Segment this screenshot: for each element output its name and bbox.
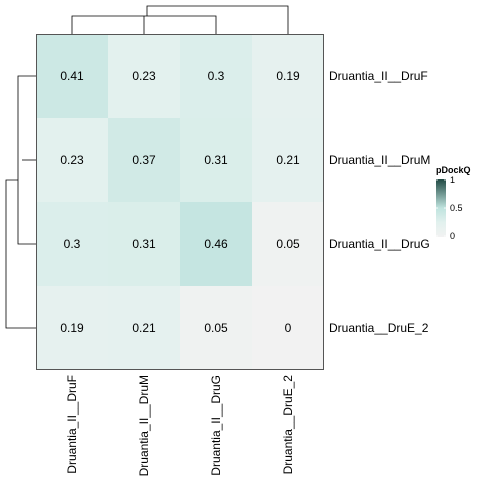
row-dendrogram bbox=[5, 75, 36, 329]
cell-value-label: 0.41 bbox=[60, 69, 84, 83]
cell-value-label: 0.05 bbox=[204, 321, 228, 335]
cell-value-label: 0.23 bbox=[60, 153, 84, 167]
legend-tick-label: 1 bbox=[450, 175, 455, 185]
column-label: Druantia_II__DruF bbox=[65, 375, 79, 474]
heatmap-cell bbox=[252, 286, 324, 370]
heatmap-cell bbox=[180, 118, 252, 202]
column-labels: Druantia_II__DruF Druantia_II__DruM Druant… bbox=[65, 375, 295, 477]
cell-value-label: 0.31 bbox=[204, 153, 228, 167]
row-dendrogram-branch bbox=[5, 179, 36, 329]
heatmap-border bbox=[36, 34, 324, 370]
color-legend: pDockQ 10.50 bbox=[436, 165, 471, 241]
cell-value-label: 0.19 bbox=[60, 321, 84, 335]
heatmap-cell bbox=[180, 34, 252, 118]
heatmap-cell bbox=[108, 34, 180, 118]
legend-tick-label: 0 bbox=[450, 231, 455, 241]
row-label: Druantia__DruE_2 bbox=[329, 321, 429, 335]
row-label: Druantia_II__DruF bbox=[329, 69, 428, 83]
cell-value-label: 0.37 bbox=[132, 153, 156, 167]
heatmap-cell bbox=[252, 34, 324, 118]
heatmap-cell bbox=[36, 118, 108, 202]
heatmap-cell bbox=[36, 202, 108, 286]
cell-value-label: 0.23 bbox=[132, 69, 156, 83]
cell-value-label: 0.3 bbox=[64, 237, 81, 251]
heatmap-cell bbox=[180, 286, 252, 370]
column-label: Druantia__DruE_2 bbox=[281, 375, 295, 475]
column-label: Druantia_II__DruM bbox=[137, 375, 151, 476]
heatmap-cell bbox=[36, 286, 108, 370]
cell-value-label: 0.21 bbox=[132, 321, 156, 335]
row-dendrogram-branch bbox=[17, 75, 36, 245]
row-labels: Druantia_II__DruF Druantia_II__DruM Druant… bbox=[329, 69, 430, 335]
legend-ticks: 10.50 bbox=[436, 175, 463, 241]
heatmap-cell bbox=[108, 202, 180, 286]
row-label: Druantia_II__DruG bbox=[329, 237, 430, 251]
cell-value-label: 0.19 bbox=[276, 69, 300, 83]
legend-color-bar bbox=[436, 179, 446, 237]
cell-value-label: 0.05 bbox=[276, 237, 300, 251]
column-dendrogram bbox=[71, 5, 289, 34]
heatmap-cell bbox=[108, 286, 180, 370]
cell-value-label: 0.3 bbox=[208, 69, 225, 83]
cell-value-label: 0 bbox=[285, 321, 292, 335]
legend-title: pDockQ bbox=[436, 165, 471, 175]
cell-value-label: 0.46 bbox=[204, 237, 228, 251]
heatmap-cell bbox=[252, 118, 324, 202]
heatmap-cells: 0.41 0.23 0.3 0.19 0.23 0.37 0.31 0.21 0.3 0.31 0.… bbox=[36, 34, 324, 370]
legend-tick-label: 0.5 bbox=[450, 203, 463, 213]
heatmap-cell bbox=[108, 118, 180, 202]
heatmap-cell bbox=[180, 202, 252, 286]
cell-value-label: 0.31 bbox=[132, 237, 156, 251]
row-label: Druantia_II__DruM bbox=[329, 153, 430, 167]
column-label: Druantia_II__DruG bbox=[209, 375, 223, 476]
heatmap-cell bbox=[252, 202, 324, 286]
column-dendrogram-branch bbox=[146, 5, 289, 34]
cell-value-label: 0.21 bbox=[276, 153, 300, 167]
heatmap-cell bbox=[36, 34, 108, 118]
